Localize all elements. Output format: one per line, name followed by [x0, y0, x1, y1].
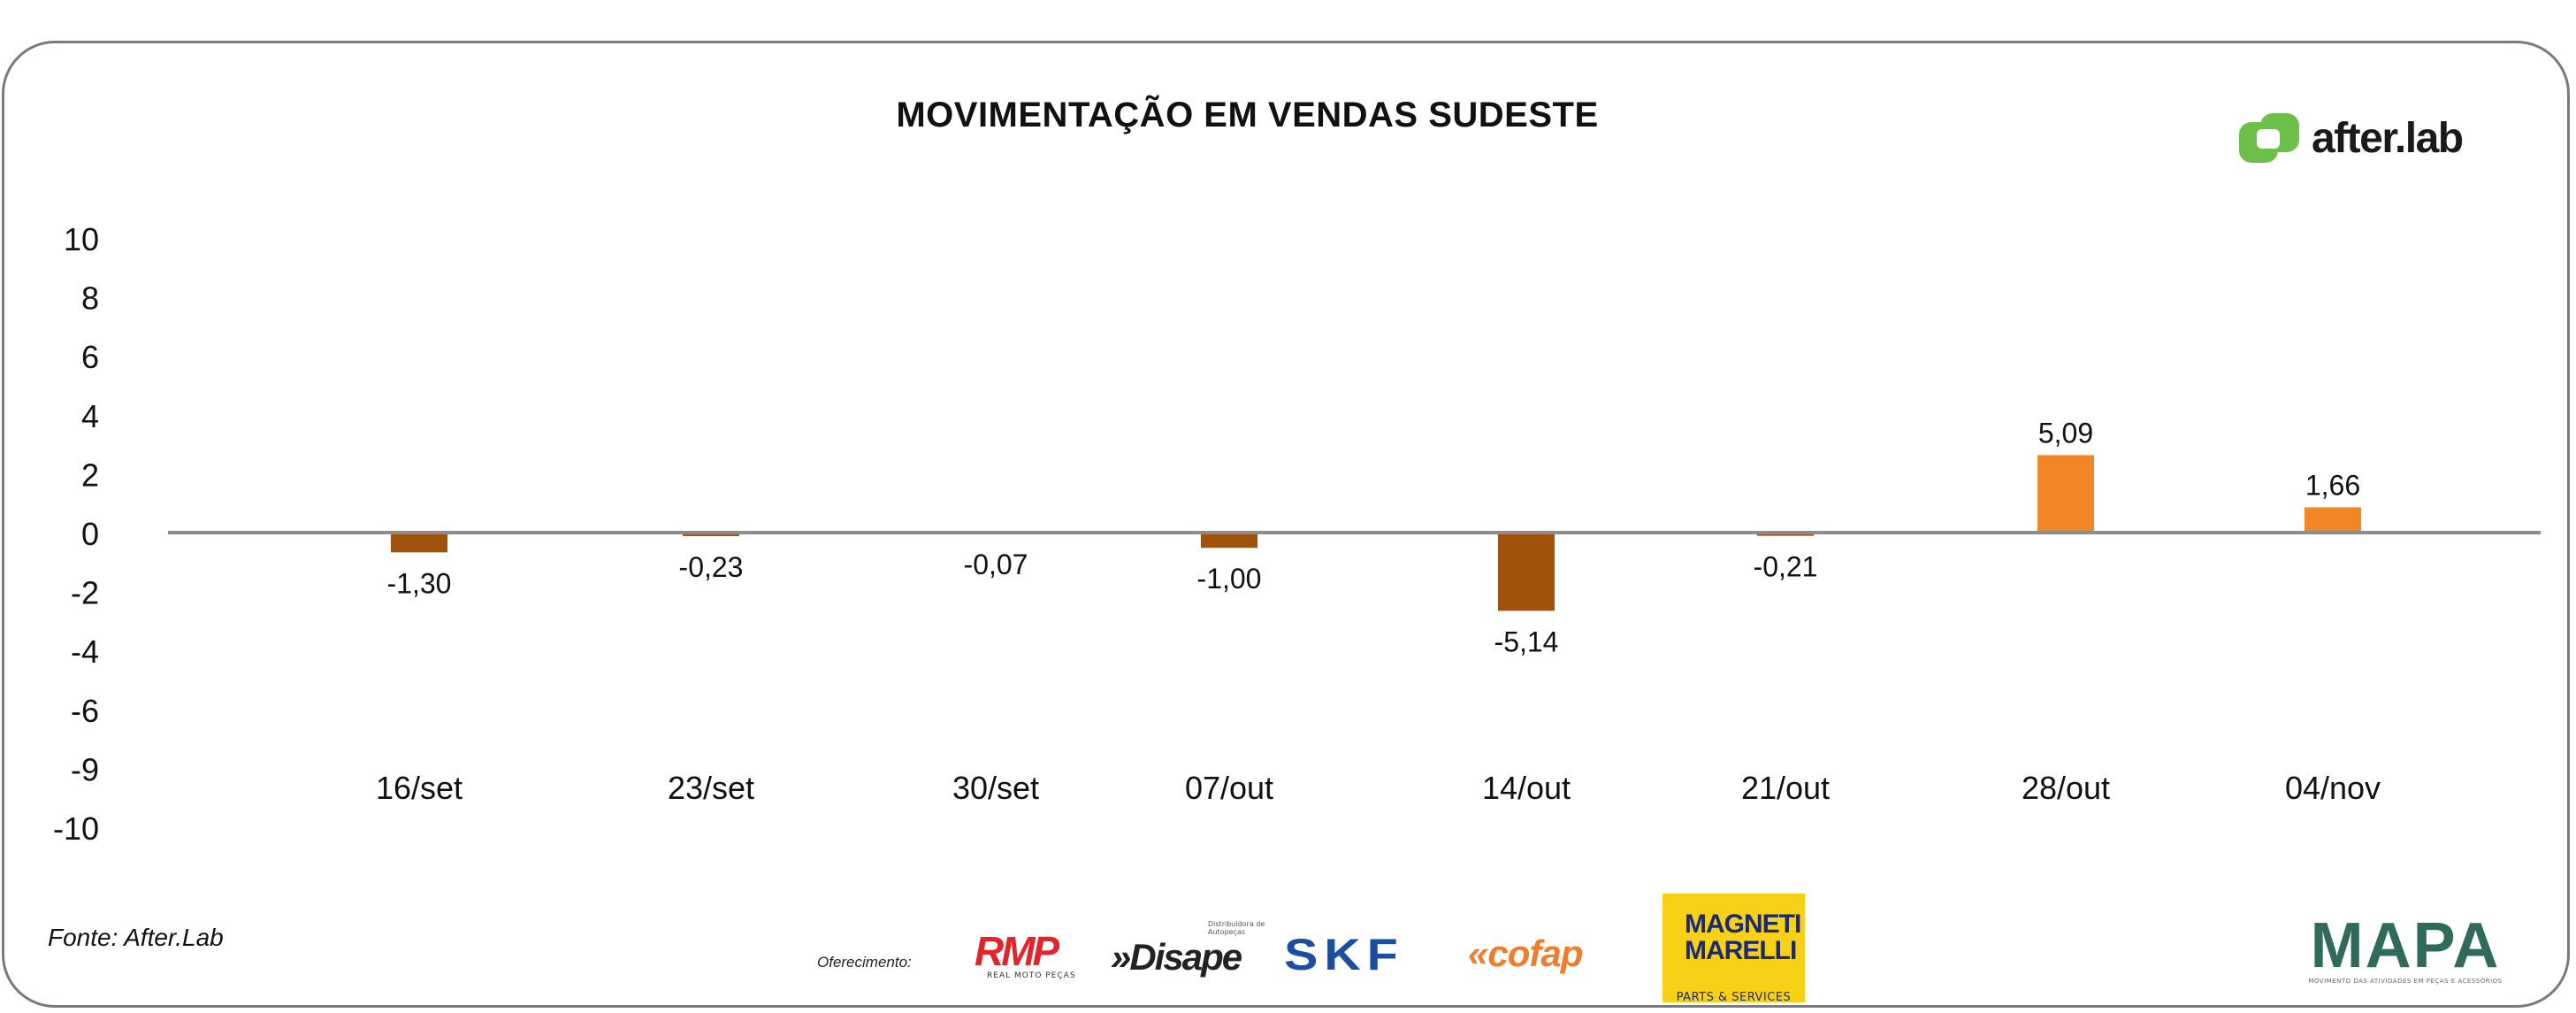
data-label: 5,09: [2038, 417, 2093, 449]
y-tick-label: -2: [71, 575, 99, 611]
afterlab-wordmark: after.lab: [2312, 114, 2464, 162]
source-note: Fonte: After.Lab: [48, 924, 224, 951]
bar: [2305, 507, 2361, 533]
y-tick-label: 10: [64, 221, 99, 257]
y-tick-label: 8: [81, 280, 99, 317]
magneti-marelli-logo: MAGNETI MARELLI PARTS & SERVICES: [1663, 894, 1805, 1004]
chart-frame: [2, 41, 2570, 1008]
data-label: -0,21: [1754, 551, 1818, 583]
offered-by-label: Oferecimento:: [817, 954, 912, 971]
y-tick-label: 2: [81, 457, 99, 493]
afterlab-logo: after.lab: [2239, 111, 2464, 165]
data-label: -1,30: [387, 567, 452, 599]
x-tick-label: 21/out: [1741, 770, 1830, 806]
x-tick-label: 16/set: [376, 770, 462, 806]
bar: [2037, 455, 2094, 533]
y-tick-label: 4: [81, 398, 99, 434]
x-tick-label: 07/out: [1185, 770, 1273, 806]
x-tick-label: 23/set: [668, 770, 754, 806]
x-tick-label: 04/nov: [2285, 770, 2381, 806]
y-tick-label: -10: [53, 810, 99, 847]
y-tick-label: -9: [71, 751, 99, 787]
disape-logo: Distribuidora de Autopeças »Disape: [1111, 920, 1265, 978]
bar: [391, 533, 447, 553]
data-label: -0,07: [964, 549, 1028, 580]
data-label: 1,66: [2305, 469, 2360, 501]
x-tick-label: 28/out: [2022, 770, 2110, 806]
bar: [1201, 533, 1257, 549]
afterlab-mark-icon: [2239, 113, 2301, 163]
data-label: -1,00: [1197, 563, 1262, 595]
chart-title: MOVIMENTAÇÃO EM VENDAS SUDESTE: [896, 96, 1599, 134]
skf-logo: SKF: [1284, 930, 1404, 979]
cofap-logo: «cofap: [1468, 932, 1583, 974]
mapa-logo: MAPA MOVIMENTO DAS ATIVIDADES EM PEÇAS E…: [2308, 910, 2503, 985]
bar: [1498, 533, 1555, 611]
data-label: -5,14: [1494, 625, 1559, 657]
y-tick-label: -6: [71, 693, 99, 729]
x-tick-label: 14/out: [1482, 770, 1571, 806]
data-label: -0,23: [679, 551, 744, 583]
rmp-logo: RMP REAL MOTO PEÇAS: [975, 928, 1076, 980]
x-tick-label: 30/set: [952, 770, 1039, 806]
y-tick-label: 0: [81, 516, 99, 552]
y-tick-label: -4: [71, 633, 99, 670]
y-tick-label: 6: [81, 339, 99, 375]
